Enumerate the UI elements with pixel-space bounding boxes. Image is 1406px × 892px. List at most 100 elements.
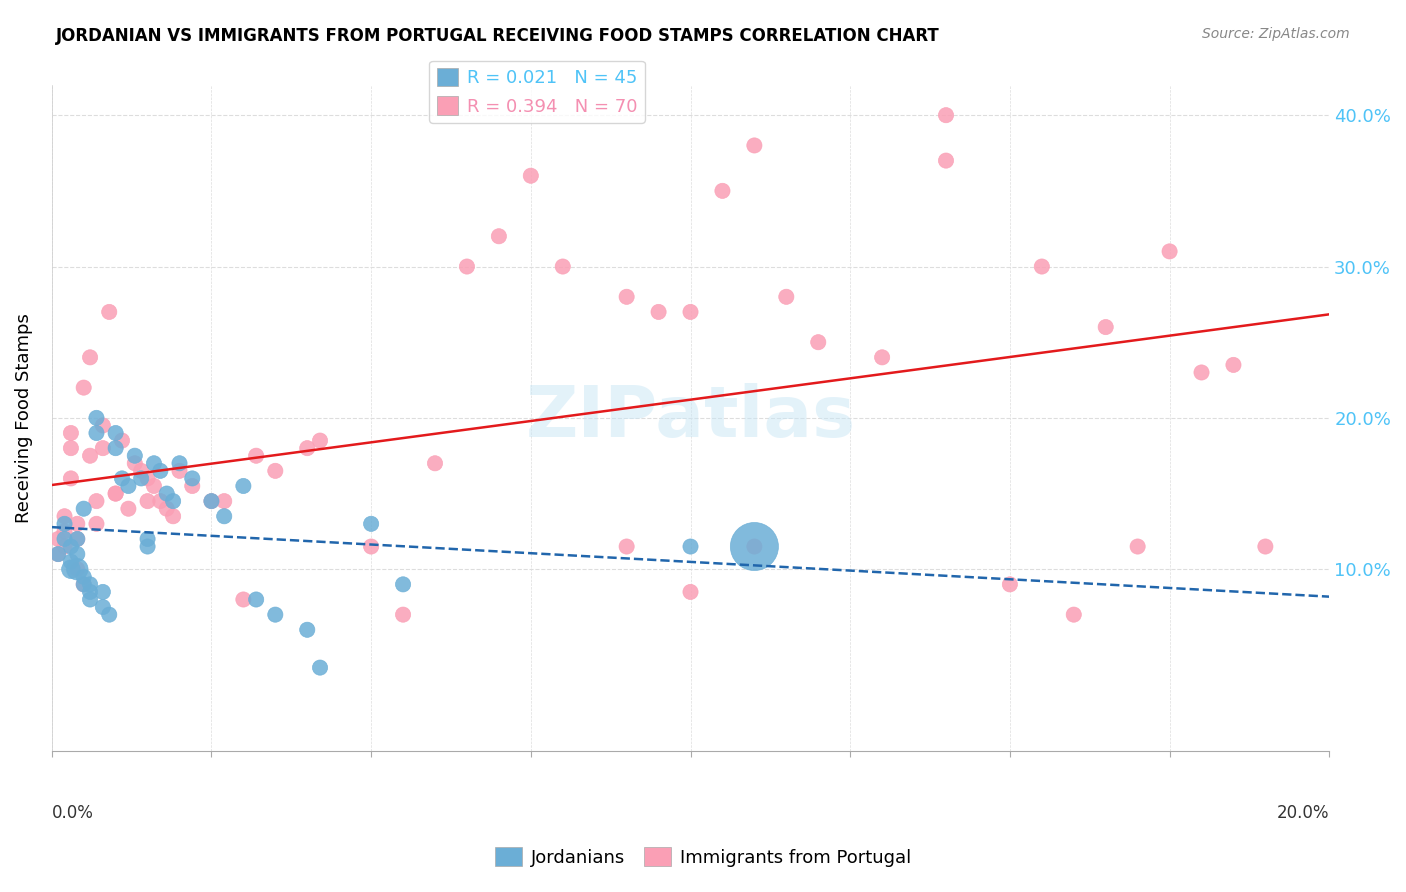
- Point: [111, 471, 134, 485]
- Point: [66, 532, 89, 546]
- Legend: Jordanians, Immigrants from Portugal: Jordanians, Immigrants from Portugal: [488, 840, 918, 874]
- Text: JORDANIAN VS IMMIGRANTS FROM PORTUGAL RECEIVING FOOD STAMPS CORRELATION CHART: JORDANIAN VS IMMIGRANTS FROM PORTUGAL RE…: [56, 27, 941, 45]
- Point: [117, 479, 139, 493]
- Point: [59, 540, 82, 554]
- Point: [66, 547, 89, 561]
- Point: [73, 570, 96, 584]
- Point: [98, 305, 121, 319]
- Point: [807, 335, 830, 350]
- Point: [142, 456, 165, 470]
- Point: [1254, 540, 1277, 554]
- Point: [360, 516, 382, 531]
- Point: [136, 532, 159, 546]
- Point: [86, 410, 108, 425]
- Point: [1191, 366, 1213, 380]
- Point: [53, 540, 76, 554]
- Point: [264, 464, 287, 478]
- Point: [744, 540, 766, 554]
- Point: [647, 305, 669, 319]
- Point: [53, 524, 76, 539]
- Point: [104, 486, 127, 500]
- Point: [104, 425, 127, 440]
- Point: [79, 592, 101, 607]
- Point: [73, 577, 96, 591]
- Point: [86, 516, 108, 531]
- Point: [59, 471, 82, 485]
- Point: [111, 434, 134, 448]
- Point: [200, 494, 222, 508]
- Point: [91, 600, 114, 615]
- Point: [935, 108, 957, 122]
- Point: [200, 494, 222, 508]
- Point: [86, 494, 108, 508]
- Point: [156, 486, 179, 500]
- Point: [149, 464, 172, 478]
- Point: [79, 577, 101, 591]
- Point: [136, 540, 159, 554]
- Point: [98, 607, 121, 622]
- Point: [711, 184, 734, 198]
- Point: [212, 494, 235, 508]
- Text: ZIPatlas: ZIPatlas: [526, 384, 856, 452]
- Point: [104, 441, 127, 455]
- Point: [679, 585, 702, 599]
- Point: [744, 138, 766, 153]
- Point: [309, 434, 332, 448]
- Point: [91, 585, 114, 599]
- Point: [73, 381, 96, 395]
- Point: [998, 577, 1021, 591]
- Point: [169, 456, 191, 470]
- Point: [488, 229, 510, 244]
- Point: [136, 494, 159, 508]
- Point: [162, 494, 184, 508]
- Point: [124, 456, 146, 470]
- Point: [169, 464, 191, 478]
- Point: [59, 441, 82, 455]
- Point: [297, 441, 319, 455]
- Text: Source: ZipAtlas.com: Source: ZipAtlas.com: [1202, 27, 1350, 41]
- Y-axis label: Receiving Food Stamps: Receiving Food Stamps: [15, 313, 32, 523]
- Point: [149, 494, 172, 508]
- Point: [1159, 244, 1181, 259]
- Point: [91, 441, 114, 455]
- Point: [53, 532, 76, 546]
- Point: [616, 290, 638, 304]
- Point: [79, 351, 101, 365]
- Point: [53, 516, 76, 531]
- Point: [142, 479, 165, 493]
- Point: [66, 516, 89, 531]
- Point: [59, 425, 82, 440]
- Point: [935, 153, 957, 168]
- Point: [423, 456, 446, 470]
- Point: [46, 547, 69, 561]
- Point: [156, 501, 179, 516]
- Point: [46, 547, 69, 561]
- Point: [232, 592, 254, 607]
- Point: [245, 592, 267, 607]
- Point: [117, 501, 139, 516]
- Point: [212, 509, 235, 524]
- Point: [129, 464, 152, 478]
- Point: [129, 471, 152, 485]
- Point: [392, 577, 415, 591]
- Point: [79, 449, 101, 463]
- Text: 20.0%: 20.0%: [1277, 804, 1329, 822]
- Point: [232, 479, 254, 493]
- Point: [679, 305, 702, 319]
- Point: [162, 509, 184, 524]
- Point: [245, 449, 267, 463]
- Point: [104, 486, 127, 500]
- Point: [73, 501, 96, 516]
- Point: [181, 471, 204, 485]
- Point: [297, 623, 319, 637]
- Point: [59, 555, 82, 569]
- Point: [46, 532, 69, 546]
- Point: [124, 449, 146, 463]
- Point: [264, 607, 287, 622]
- Point: [66, 562, 89, 576]
- Point: [1094, 320, 1116, 334]
- Legend: R = 0.021   N = 45, R = 0.394   N = 70: R = 0.021 N = 45, R = 0.394 N = 70: [429, 61, 645, 123]
- Point: [520, 169, 543, 183]
- Point: [870, 351, 893, 365]
- Point: [309, 660, 332, 674]
